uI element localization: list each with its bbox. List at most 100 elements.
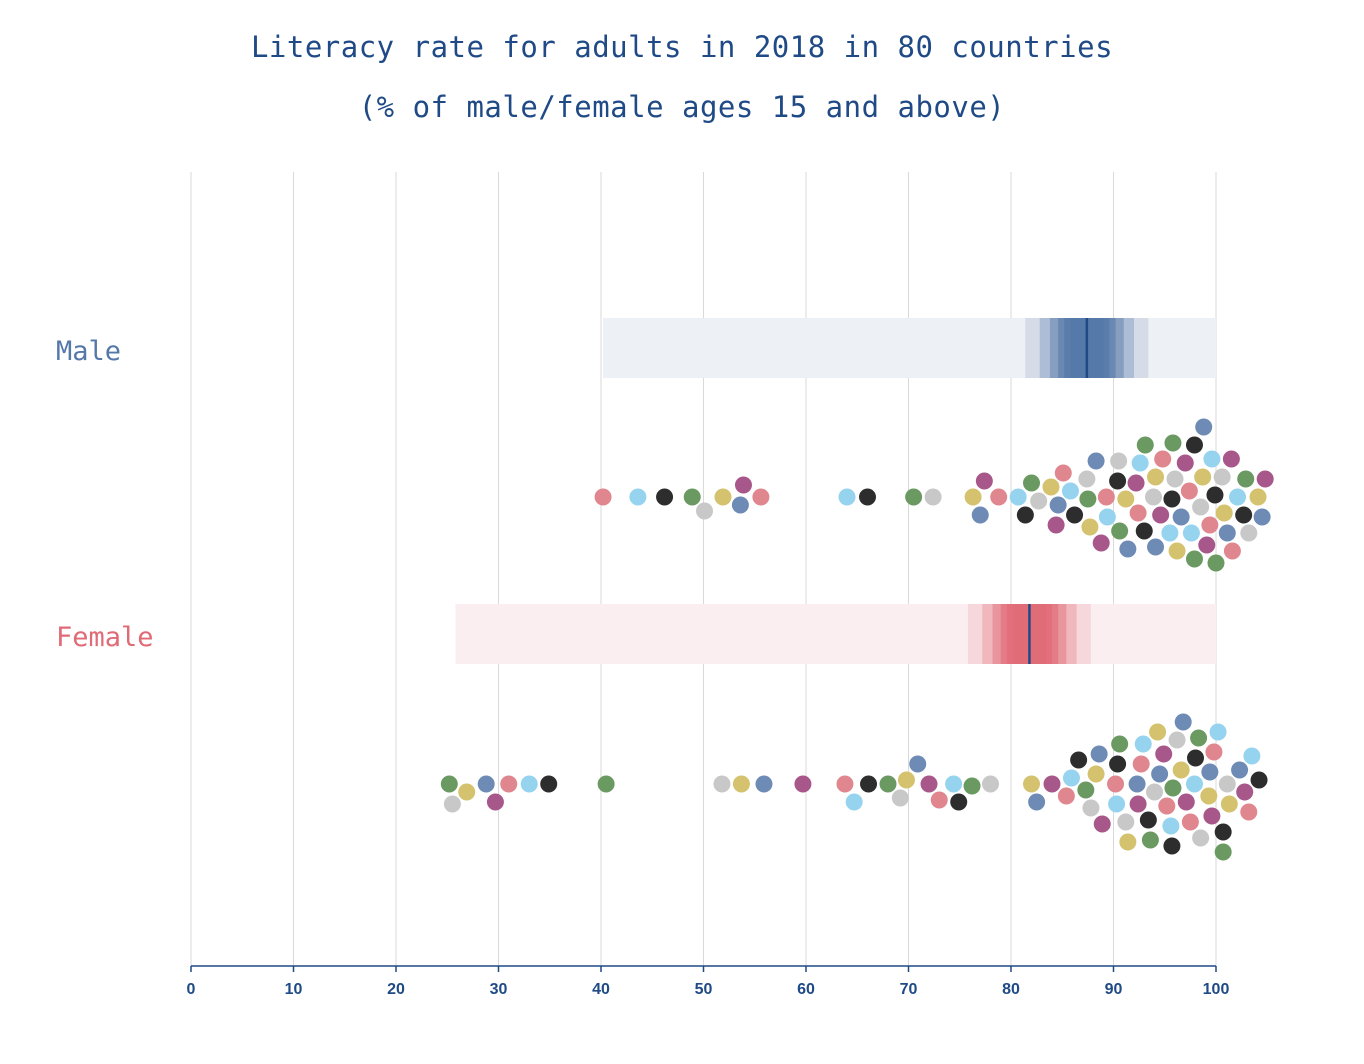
x-tick-label: 0 (187, 981, 196, 998)
male-dot (1218, 524, 1236, 542)
female-dot (1236, 783, 1254, 801)
female-dot (1146, 783, 1163, 801)
male-dot (1110, 452, 1128, 470)
x-tick-label: 10 (285, 981, 303, 998)
female-dot (845, 793, 863, 811)
male-dot (1152, 506, 1170, 524)
female-dot (1163, 837, 1181, 855)
male-dot (1129, 504, 1147, 522)
x-tick-label: 60 (797, 981, 815, 998)
male-dot (1180, 482, 1198, 500)
series-label-female: Female (56, 622, 154, 653)
female-dot (1062, 769, 1080, 787)
male-dot (1182, 524, 1200, 542)
male-dot (1163, 490, 1181, 508)
male-dot (1229, 488, 1247, 506)
female-dot (458, 783, 476, 801)
male-dot (696, 502, 714, 520)
male-dot (1201, 516, 1219, 534)
male-dot (1256, 470, 1274, 488)
male-dot (1016, 506, 1034, 524)
male-dot (1235, 506, 1253, 524)
male-dot (1185, 550, 1203, 568)
female-dot (1087, 765, 1105, 783)
female-dot (540, 775, 558, 793)
male-dot (990, 488, 1008, 506)
male-dot (1166, 470, 1184, 488)
male-dot (1087, 452, 1105, 470)
female-dot (1177, 793, 1195, 811)
female-dot (477, 775, 495, 793)
female-dot (1149, 723, 1167, 741)
female-dot (1093, 815, 1111, 833)
male-dot (1117, 490, 1135, 508)
female-dot (982, 775, 999, 793)
female-dot (1218, 775, 1236, 793)
female-dot (1243, 747, 1261, 765)
male-dot (1136, 436, 1154, 454)
x-tick-label: 50 (695, 981, 713, 998)
band-layer (455, 318, 1216, 664)
x-tick-label: 70 (900, 981, 918, 998)
female-dot (945, 775, 963, 793)
female-dot (1117, 813, 1135, 831)
male-dot (714, 488, 732, 506)
female-dot (1185, 775, 1203, 793)
male-dot (1042, 478, 1060, 496)
female-dot (1111, 735, 1129, 753)
male-dot (1079, 490, 1097, 508)
female-dot (879, 775, 897, 793)
female-dot (732, 775, 750, 793)
female-dot (755, 775, 773, 793)
female-dot (1200, 787, 1218, 805)
male-dot (1222, 450, 1240, 468)
chart-subtitle: (% of male/female ages 15 and above) (358, 90, 1006, 124)
female-dot (486, 793, 504, 811)
female-dot (1108, 795, 1126, 813)
female-dot (1109, 755, 1127, 773)
male-dot (1081, 518, 1099, 536)
male-dot (1049, 496, 1067, 514)
female-dot (1128, 775, 1146, 793)
male-dot (1097, 488, 1115, 506)
female-dot (1162, 817, 1180, 835)
x-tick-label: 80 (1002, 981, 1020, 998)
female-dot (1158, 797, 1176, 815)
female-dot (1139, 811, 1157, 829)
male-dot (1109, 472, 1127, 490)
x-tick-label: 100 (1203, 981, 1230, 998)
female-dot (500, 775, 518, 793)
female-dot (1240, 803, 1258, 821)
male-dot (629, 488, 647, 506)
female-dot (1168, 731, 1186, 749)
male-dot (1147, 468, 1165, 486)
male-dot (656, 488, 674, 506)
male-dot (594, 488, 612, 506)
male-dot (1198, 536, 1216, 554)
male-dot (1009, 488, 1027, 506)
male-dot (752, 488, 770, 506)
male-dot (971, 506, 989, 524)
female-dot (920, 775, 938, 793)
male-dot (1168, 542, 1186, 560)
female-range-band (455, 604, 1216, 664)
female-dot (897, 771, 915, 789)
male-dot (1135, 522, 1153, 540)
x-tick-label: 30 (490, 981, 508, 998)
dot-layer (440, 418, 1274, 861)
female-dot (1129, 795, 1147, 813)
male-dot (1223, 542, 1241, 560)
female-dot (1043, 775, 1061, 793)
female-dot (1077, 781, 1095, 799)
female-dot (520, 775, 538, 793)
male-dot (1127, 474, 1145, 492)
x-axis: 0 10 20 30 40 50 60 70 80 90 100 (187, 965, 1230, 998)
female-dot (1090, 745, 1108, 763)
x-tick-label: 20 (387, 981, 405, 998)
male-dot (975, 472, 993, 490)
male-dot (924, 488, 942, 506)
male-dot (1192, 498, 1210, 516)
male-dot (1147, 538, 1165, 556)
male-dot (731, 496, 749, 514)
x-tick-label: 90 (1105, 981, 1123, 998)
